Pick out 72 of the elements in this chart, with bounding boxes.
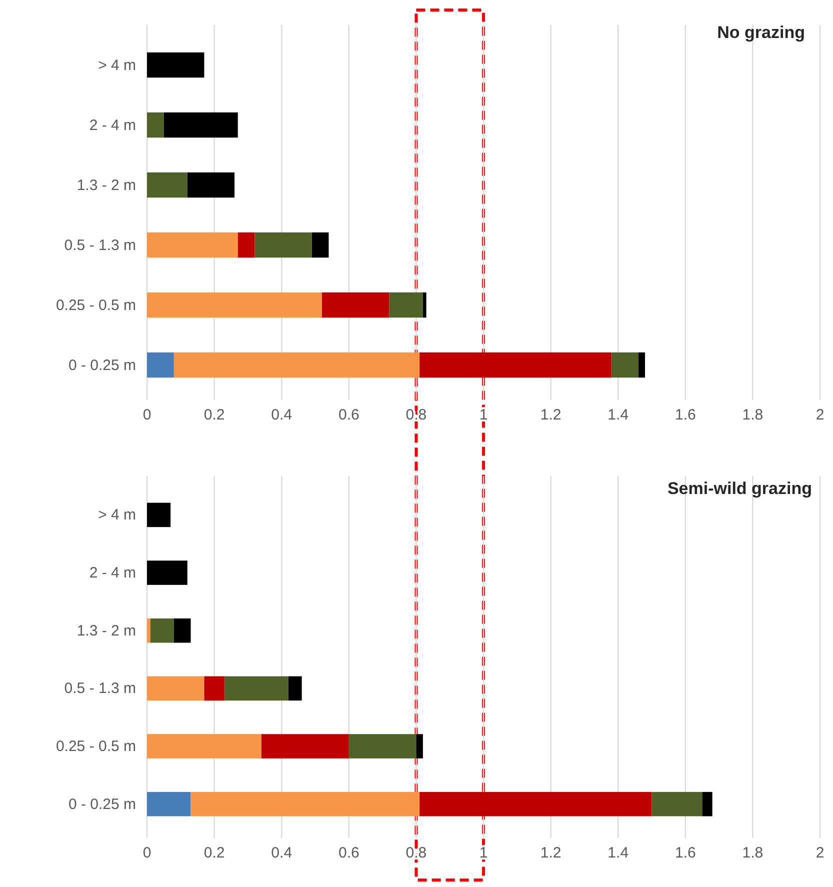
x-tick-label: 0.2 [204,406,225,424]
bar [652,792,702,816]
chart-title: No grazing [717,23,805,42]
y-tick-label: > 4 m [98,506,136,524]
bar [174,618,191,643]
bar [147,232,238,258]
x-tick-label: 1.4 [608,406,629,424]
y-tick-label: 0.5 - 1.3 m [64,680,136,698]
y-tick-label: > 4 m [98,56,136,74]
bar [638,352,646,378]
x-tick-label: 0.6 [338,844,360,862]
bar [147,734,262,758]
bar [164,112,238,138]
y-tick-label: 0.5 - 1.3 m [64,236,136,254]
x-tick-label: 1.8 [742,406,764,424]
x-tick-label: 0.6 [338,406,360,424]
x-tick-label: 1.4 [608,844,629,862]
x-tick-label: 1.6 [674,406,696,424]
x-tick-label: 0.8 [406,406,427,424]
bar [204,676,224,701]
bar [147,172,188,198]
x-tick-label: 0.4 [271,844,292,862]
y-tick-label: 0 - 0.25 m [68,356,136,374]
chart-title: Semi-wild grazing [667,479,812,498]
bar [312,232,329,258]
y-tick-label: 2 - 4 m [89,116,136,134]
y-tick-label: 1.3 - 2 m [76,622,136,640]
bar [261,734,349,758]
y-tick-label: 2 - 4 m [89,564,136,582]
bar [322,292,390,318]
bar [174,352,420,378]
y-tick-label: 0 - 0.25 m [68,796,136,813]
bar [147,560,188,585]
x-tick-label: 1.2 [540,406,562,424]
bar [147,676,204,701]
y-tick-label: 0.25 - 0.5 m [56,738,136,756]
y-tick-label: 0.25 - 0.5 m [56,296,136,314]
x-tick-label: 2 [816,406,824,424]
bar [147,502,171,528]
bar [147,352,174,378]
bar [190,792,420,816]
x-tick-label: 1.2 [540,844,562,862]
bar [238,232,255,258]
bar [416,734,423,758]
bar [147,292,322,318]
x-tick-label: 0.8 [406,844,427,862]
bar [147,52,204,78]
x-tick-label: 0 [142,844,152,862]
bar [611,352,638,378]
bar [420,352,612,378]
x-tick-label: 0.2 [204,844,225,862]
x-tick-label: 0 [142,406,152,424]
x-tick-label: 2 [816,844,824,862]
bar [348,734,416,758]
bar [389,292,423,318]
bar [422,292,426,318]
bar [150,618,174,643]
x-tick-label: 1.6 [674,844,696,862]
bar [702,792,712,816]
bar [254,232,312,258]
bar [288,676,302,701]
bar [147,112,164,138]
x-tick-label: 1.8 [742,844,764,862]
x-tick-label: 0.4 [271,406,292,424]
bar [224,676,288,701]
bar [420,792,652,816]
y-tick-label: 1.3 - 2 m [76,176,136,194]
bar [147,618,150,643]
x-tick-label: 1 [479,406,488,424]
bar [187,172,234,198]
x-tick-label: 1 [479,844,488,862]
bar [147,792,191,816]
